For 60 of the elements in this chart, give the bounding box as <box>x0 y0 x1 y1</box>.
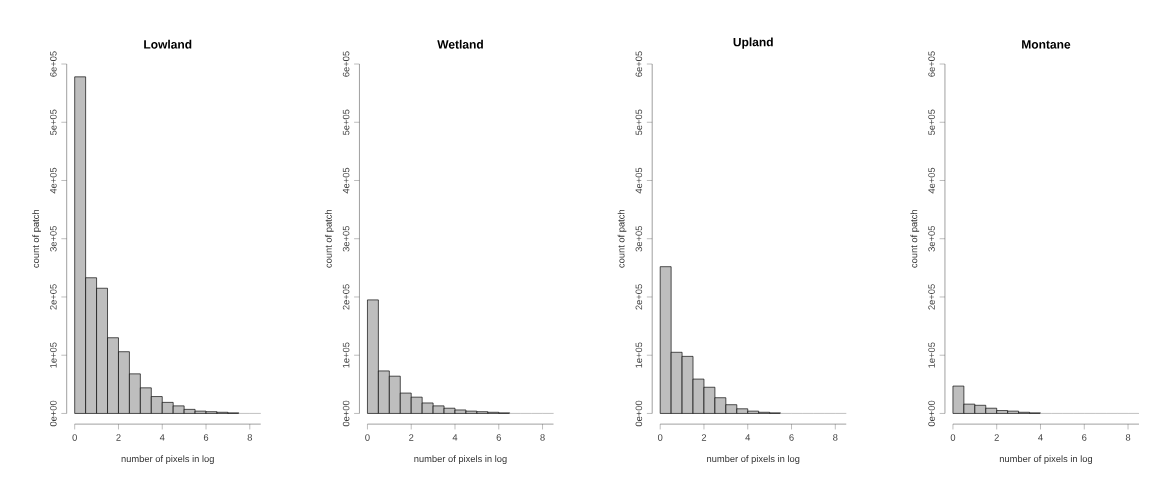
y-axis-title: count of patch <box>32 209 41 268</box>
x-axis-title: number of pixels in log <box>414 455 507 464</box>
y-axis-title: count of patch <box>324 209 334 268</box>
y-tick-label: 5e+05 <box>635 109 643 135</box>
x-tick-label: 4 <box>452 433 458 441</box>
y-tick-label: 3e+05 <box>928 225 935 252</box>
x-tick-label: 0 <box>365 433 370 441</box>
x-tick-label: 0 <box>657 433 663 441</box>
y-tick-label: 0e+00 <box>342 400 350 426</box>
y-tick-label: 1e+05 <box>928 342 935 368</box>
x-tick-label: 6 <box>203 433 209 441</box>
x-tick-label: 8 <box>540 433 545 441</box>
x-axis-title: number of pixels in log <box>121 455 214 464</box>
x-tick-label: 6 <box>1082 433 1087 441</box>
chart-title: Montane <box>1022 40 1071 49</box>
x-tick-label: 8 <box>247 433 252 441</box>
x-axis-title: number of pixels in log <box>707 455 800 464</box>
y-tick-label: 0e+00 <box>50 400 57 426</box>
x-tick-label: 0 <box>72 433 77 441</box>
x-tick-label: 6 <box>496 433 501 441</box>
y-tick-label: 6e+05 <box>635 51 643 77</box>
y-tick-label: 4e+05 <box>928 167 935 194</box>
x-tick-label: 2 <box>701 433 707 441</box>
y-tick-label: 2e+05 <box>928 284 935 310</box>
x-axis-title: number of pixels in log <box>999 455 1093 464</box>
y-axis-title: count of patch <box>617 209 627 268</box>
y-tick-label: 4e+05 <box>50 167 57 194</box>
y-tick-label: 1e+05 <box>342 342 350 368</box>
y-tick-label: 6e+05 <box>50 51 57 77</box>
y-tick-label: 3e+05 <box>342 225 350 252</box>
y-tick-label: 5e+05 <box>342 109 350 135</box>
y-tick-label: 2e+05 <box>342 284 350 310</box>
x-tick-label: 4 <box>745 433 751 441</box>
y-tick-label: 6e+05 <box>342 51 350 77</box>
y-tick-label: 4e+05 <box>635 167 643 194</box>
y-tick-label: 5e+05 <box>928 109 935 135</box>
x-tick-label: 8 <box>833 433 838 441</box>
y-tick-label: 3e+05 <box>635 225 643 252</box>
y-tick-label: 2e+05 <box>635 284 643 310</box>
x-tick-label: 2 <box>994 433 999 441</box>
y-tick-label: 0e+00 <box>635 400 643 426</box>
chart-title: Wetland <box>437 39 483 49</box>
x-tick-label: 4 <box>1038 433 1043 441</box>
x-tick-label: 2 <box>409 433 414 441</box>
y-tick-label: 2e+05 <box>50 284 57 310</box>
y-tick-label: 4e+05 <box>342 167 350 194</box>
y-tick-label: 6e+05 <box>928 51 935 77</box>
y-tick-label: 1e+05 <box>50 342 57 368</box>
chart-title: Upland <box>733 37 773 49</box>
x-tick-label: 2 <box>116 433 121 441</box>
y-tick-label: 0e+00 <box>928 400 935 426</box>
y-tick-label: 1e+05 <box>635 342 643 368</box>
x-tick-label: 4 <box>159 433 165 441</box>
x-tick-label: 0 <box>950 433 956 441</box>
x-tick-label: 8 <box>1125 433 1131 441</box>
chart-title: Lowland <box>144 39 192 49</box>
x-tick-label: 6 <box>789 433 794 441</box>
y-tick-label: 3e+05 <box>50 225 57 252</box>
y-axis-title: count of patch <box>910 209 920 268</box>
y-tick-label: 5e+05 <box>50 109 57 135</box>
